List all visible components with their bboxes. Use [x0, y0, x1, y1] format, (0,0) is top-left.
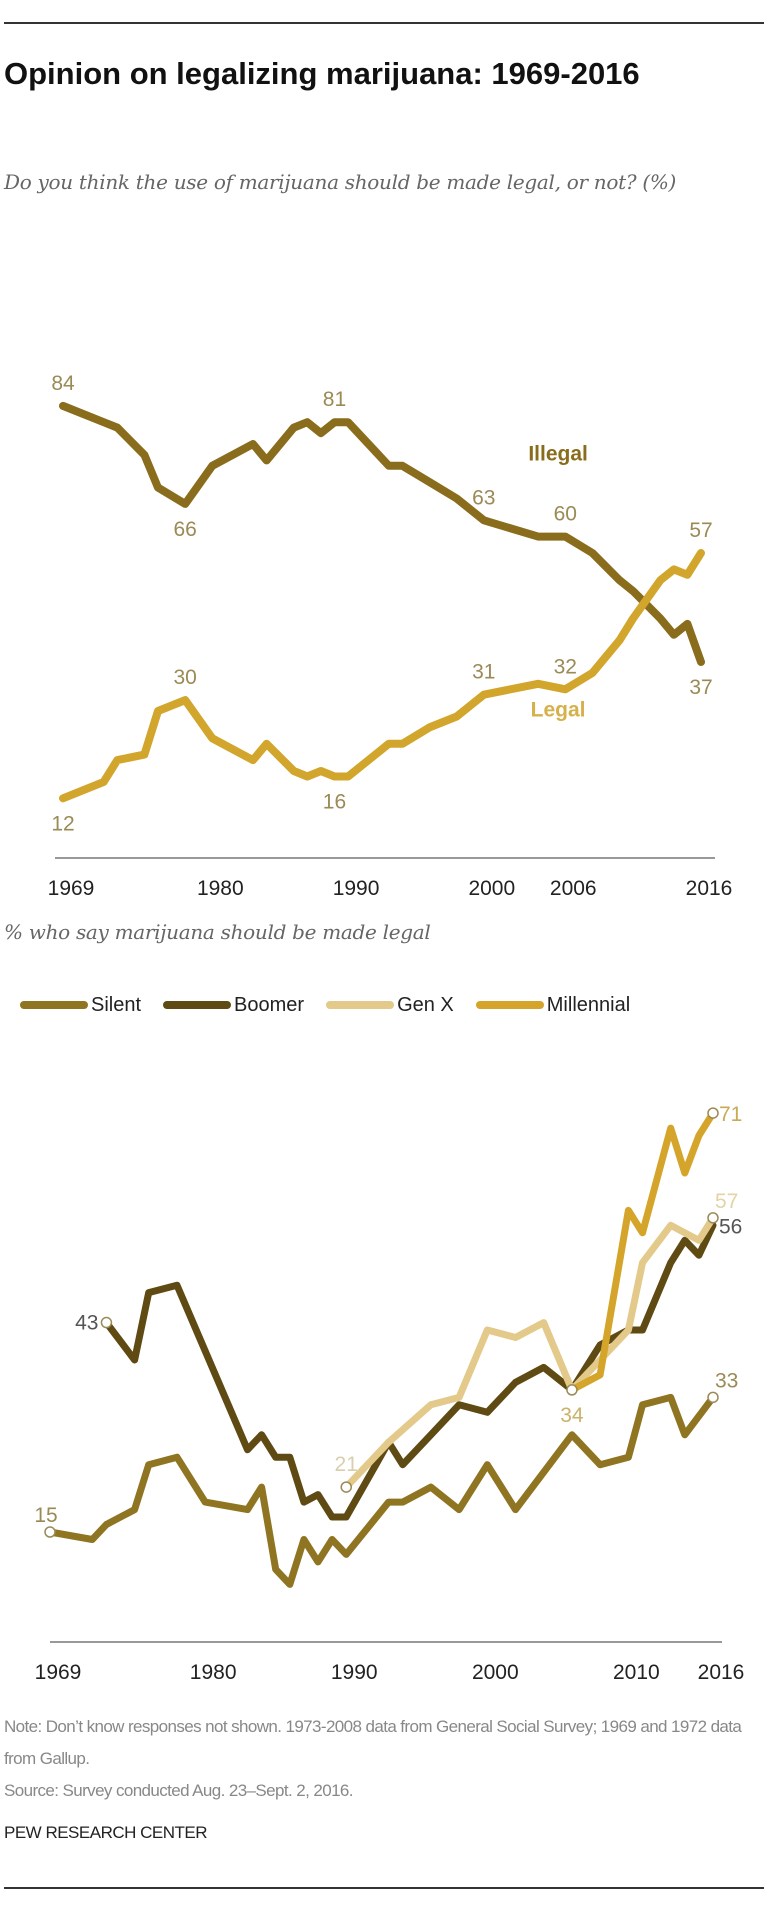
- legend-swatch: [20, 1001, 88, 1009]
- top-rule: [4, 22, 764, 24]
- data-label: 15: [34, 1504, 57, 1527]
- data-label: 71: [719, 1103, 742, 1126]
- legend-item-millennial: Millennial: [475, 993, 631, 1017]
- x-tick-label: 1980: [197, 877, 244, 900]
- data-label: 66: [173, 518, 196, 541]
- data-label: 12: [51, 812, 74, 835]
- legend-label: Silent: [91, 993, 142, 1016]
- series-line-illegal: [59, 401, 705, 666]
- legend-label: Millennial: [546, 993, 631, 1016]
- legend-swatch: [326, 1001, 395, 1009]
- data-point-marker: [707, 1391, 719, 1404]
- series-label: Legal: [531, 699, 586, 722]
- data-label: 33: [715, 1369, 738, 1392]
- x-tick-label: 2000: [472, 1661, 519, 1684]
- data-point-marker: [566, 1384, 578, 1396]
- series-line-boomer: [102, 1221, 717, 1521]
- data-label: 84: [51, 372, 75, 395]
- series-label: Illegal: [528, 442, 588, 465]
- x-tick-label: 1980: [190, 1661, 237, 1684]
- data-point-marker: [707, 1212, 719, 1224]
- series-line-legal: [59, 549, 705, 803]
- data-label: 34: [560, 1404, 584, 1427]
- x-tick-label: 1990: [331, 1661, 378, 1684]
- legend-swatch: [163, 1001, 232, 1009]
- legend-swatch: [475, 1001, 544, 1009]
- data-point-marker: [707, 1107, 719, 1119]
- chart-title: Opinion on legalizing marijuana: 1969-20…: [4, 56, 640, 91]
- data-label: 57: [715, 1190, 738, 1213]
- data-label: 31: [472, 661, 495, 684]
- x-tick-label: 1990: [333, 877, 380, 900]
- x-tick-label: 2016: [686, 877, 733, 900]
- x-tick-label: 1969: [35, 1661, 82, 1684]
- data-label: 81: [323, 388, 346, 411]
- legend-item-silent: Silent: [20, 994, 141, 1017]
- footnote: Note: Don’t know responses not shown. 19…: [4, 1711, 764, 1807]
- x-tick-label: 2006: [550, 877, 597, 900]
- data-label: 57: [689, 519, 712, 542]
- chart-subtitle: Do you think the use of marijuana should…: [4, 170, 677, 194]
- series-line-millennial: [568, 1109, 717, 1394]
- note-text: Note: Don’t know responses not shown. 19…: [4, 1717, 742, 1768]
- legend-item-boomer: Boomer: [163, 994, 304, 1017]
- legend: Silent Boomer Gen X Millennial: [20, 990, 652, 1020]
- data-label: 60: [554, 503, 577, 526]
- legend-label: Gen X: [397, 993, 454, 1016]
- chart2-subtitle: % who say marijuana should be made legal: [4, 920, 431, 944]
- series-line-gen-x: [342, 1214, 717, 1491]
- data-point-marker: [340, 1481, 352, 1493]
- org-name: PEW RESEARCH CENTER: [4, 1823, 208, 1842]
- data-label: 16: [323, 790, 346, 813]
- x-tick-label: 2010: [613, 1661, 660, 1684]
- legend-item-genx: Gen X: [326, 994, 454, 1017]
- legend-label: Boomer: [234, 993, 305, 1016]
- series-line-silent: [46, 1393, 717, 1588]
- data-label: 30: [173, 666, 196, 689]
- x-tick-label: 2016: [698, 1661, 745, 1684]
- data-label: 56: [719, 1215, 742, 1238]
- x-tick-label: 1969: [48, 877, 95, 900]
- data-point-marker: [44, 1526, 56, 1538]
- data-label: 43: [75, 1312, 98, 1335]
- data-label: 37: [689, 676, 712, 699]
- bottom-rule: [4, 1887, 764, 1889]
- source-text: Source: Survey conducted Aug. 23–Sept. 2…: [4, 1781, 354, 1800]
- data-label: 21: [335, 1453, 358, 1476]
- data-label: 63: [472, 486, 495, 509]
- data-point-marker: [100, 1316, 113, 1329]
- data-label: 32: [554, 655, 577, 678]
- x-tick-label: 2000: [468, 877, 515, 900]
